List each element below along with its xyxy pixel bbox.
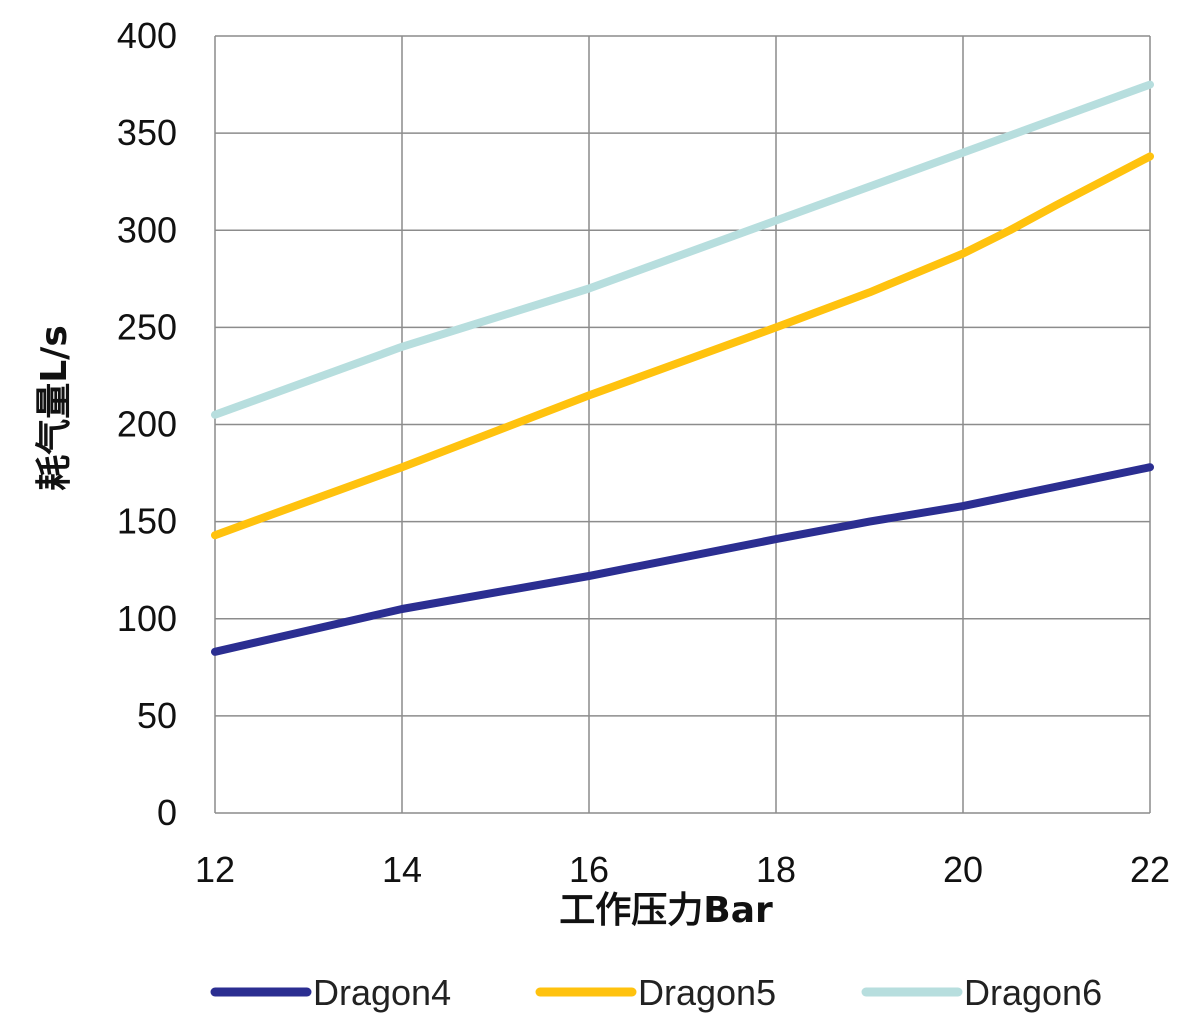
x-tick-label: 16	[569, 849, 609, 890]
y-tick-label: 100	[117, 598, 177, 639]
x-tick-label: 18	[756, 849, 796, 890]
legend-item-dragon5: Dragon5	[535, 972, 776, 1013]
series-line-dragon4	[211, 463, 1154, 656]
x-axis-title: 工作压力Bar	[559, 890, 773, 931]
series-line-dragon6	[211, 80, 1154, 419]
y-tick-label: 0	[157, 792, 177, 833]
legend-label: Dragon4	[313, 972, 451, 1013]
legend-item-dragon4: Dragon4	[210, 972, 451, 1013]
legend: Dragon4 Dragon5 Dragon6	[210, 972, 1102, 1013]
y-tick-label: 200	[117, 404, 177, 445]
y-tick-label: 50	[137, 695, 177, 736]
y-axis-title: 耗气量L/s	[34, 325, 75, 491]
y-tick-label: 250	[117, 306, 177, 347]
x-tick-label: 12	[195, 849, 235, 890]
series-line-dragon5	[211, 152, 1154, 540]
x-tick-label: 20	[943, 849, 983, 890]
grid	[214, 35, 1151, 814]
legend-label: Dragon5	[638, 972, 776, 1013]
y-tick-label: 400	[117, 15, 177, 56]
series-lines	[211, 80, 1154, 656]
tick-labels: 0 50 100 150 200 250 300 350 400 12 14 16 18 20 22	[117, 15, 1170, 890]
legend-item-dragon6: Dragon6	[861, 972, 1102, 1013]
x-tick-label: 14	[382, 849, 422, 890]
x-tick-label: 22	[1130, 849, 1170, 890]
y-tick-label: 300	[117, 209, 177, 250]
y-tick-label: 350	[117, 112, 177, 153]
legend-label: Dragon6	[964, 972, 1102, 1013]
y-tick-label: 150	[117, 501, 177, 542]
